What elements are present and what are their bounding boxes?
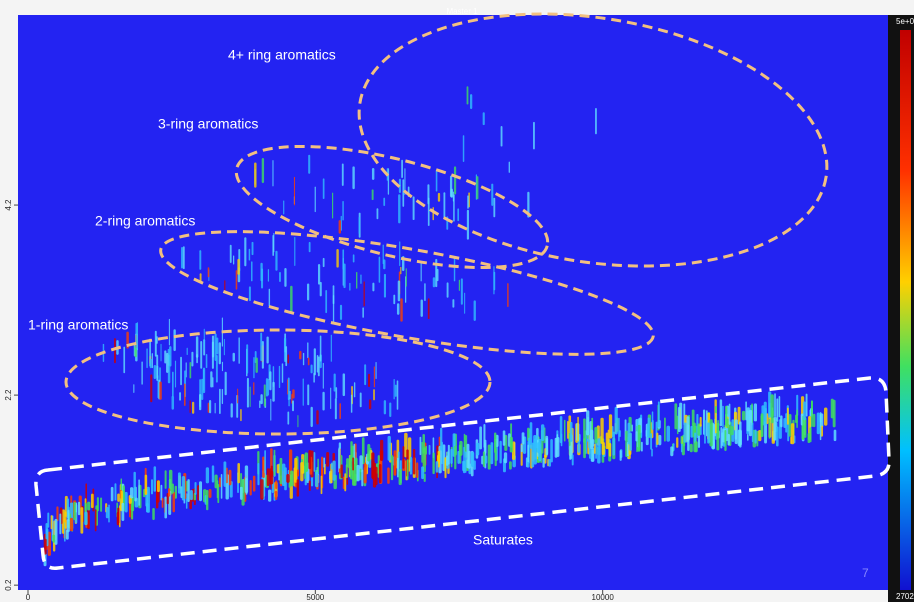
colorbar [900,30,911,590]
annotation: 3-ring aromatics [158,116,258,132]
annotation: Saturates [473,532,533,548]
annotation: 2-ring aromatics [95,213,195,229]
chart-title: Master 1 [446,7,478,16]
y-tick-label: 4.2 [4,199,13,211]
x-tick-label: 0 [26,593,31,602]
page-number: 7 [862,566,869,580]
annotation: 1-ring aromatics [28,317,128,333]
colorbar-bottom-label: 2702 [896,592,914,601]
y-tick-label: 0.2 [4,579,13,591]
chart: 5e+00 2702 Master 1 4+ ring aromatics 3-… [0,0,914,602]
y-tick-label: 2.2 [4,389,13,401]
colorbar-top-label: 5e+00 [896,17,914,26]
annotation: 4+ ring aromatics [228,47,336,63]
x-tick-label: 5000 [306,593,324,602]
x-tick-label: 10000 [592,593,615,602]
